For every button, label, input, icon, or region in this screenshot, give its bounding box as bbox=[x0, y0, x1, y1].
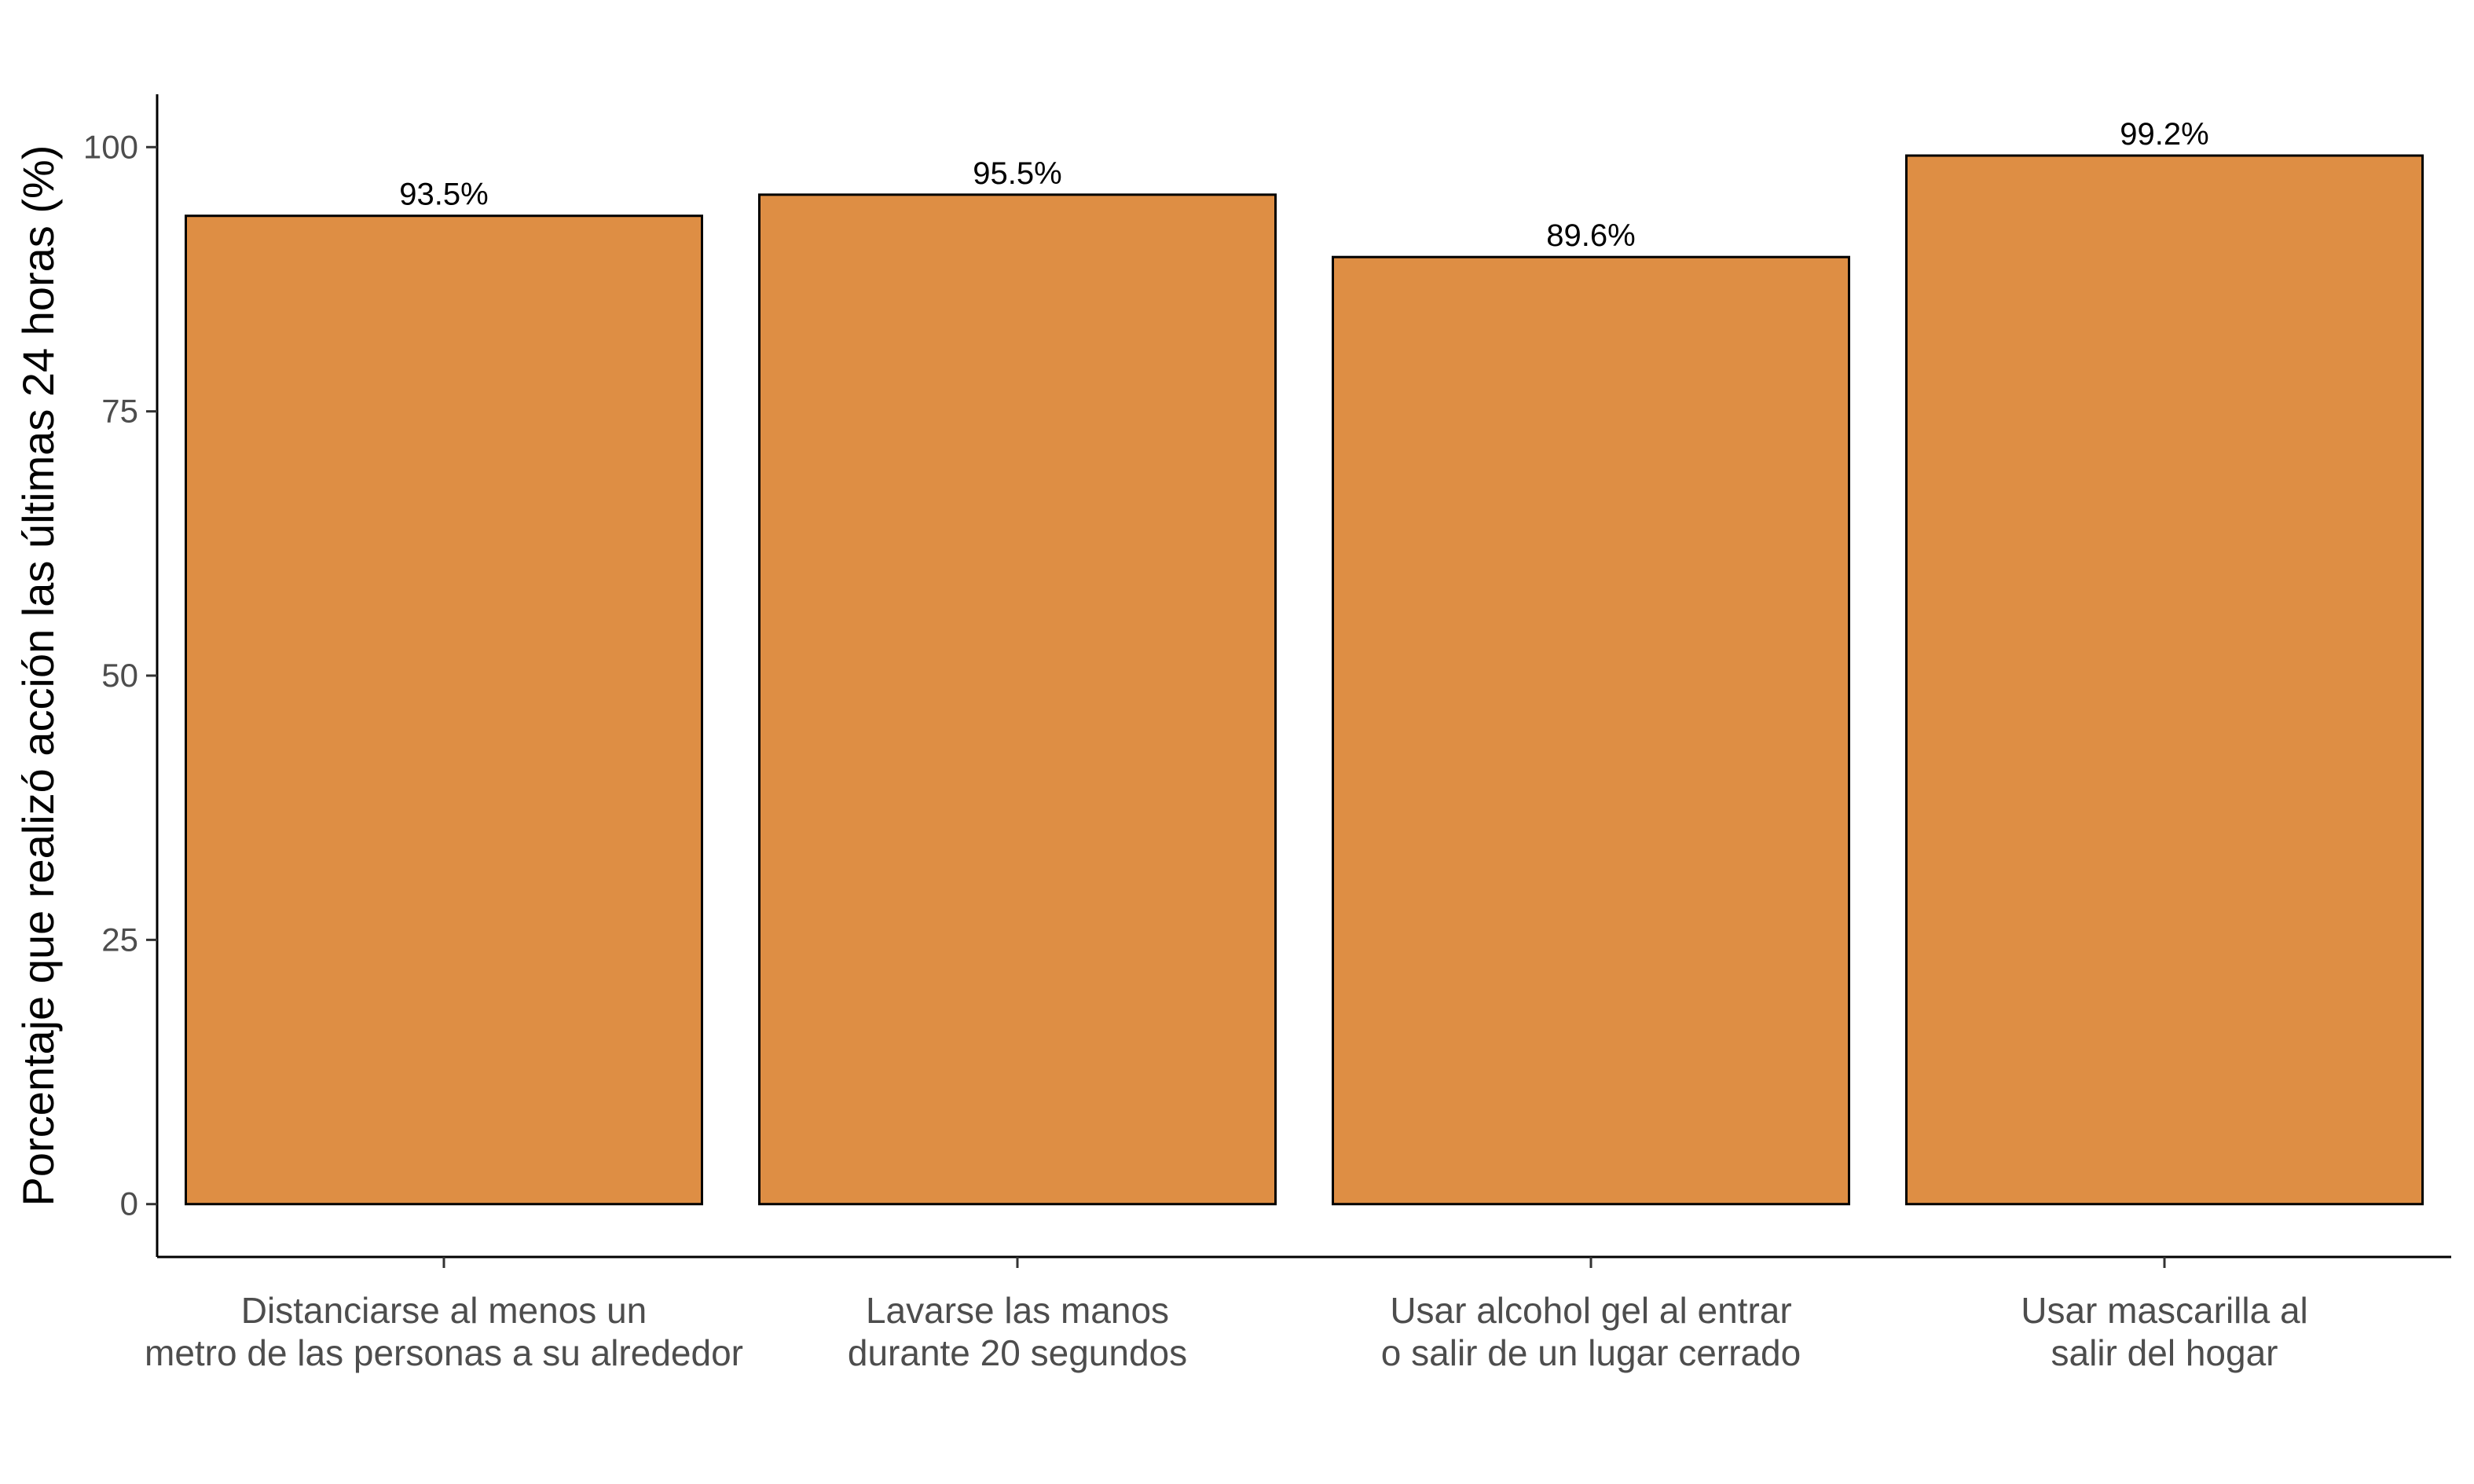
data-label: 95.5% bbox=[973, 156, 1061, 191]
bars-group bbox=[185, 154, 2424, 1206]
y-axis: 0 25 50 75 100 bbox=[83, 94, 159, 1257]
y-tick-label: 75 bbox=[101, 393, 138, 430]
bar bbox=[1905, 154, 2424, 1206]
y-axis-title: Porcentaje que realizó acción las última… bbox=[13, 145, 63, 1207]
y-tick-label: 100 bbox=[83, 128, 138, 165]
data-label: 93.5% bbox=[399, 178, 488, 212]
y-tick-label: 25 bbox=[101, 921, 138, 958]
bar bbox=[758, 193, 1277, 1206]
x-tick-label: Usar alcohol gel al entrar bbox=[1390, 1290, 1791, 1331]
x-tick-label: Lavarse las manos bbox=[866, 1290, 1169, 1331]
x-tick-label: salir del hogar bbox=[2051, 1332, 2278, 1373]
y-tick-label: 0 bbox=[120, 1185, 138, 1222]
y-tick-label: 50 bbox=[101, 657, 138, 694]
x-tick-label: Distanciarse al menos un bbox=[241, 1290, 647, 1331]
x-tick-label: o salir de un lugar cerrado bbox=[1381, 1332, 1801, 1373]
data-label: 99.2% bbox=[2120, 117, 2208, 152]
bar bbox=[185, 214, 703, 1206]
x-tick-label: metro de las personas a su alrededor bbox=[145, 1332, 743, 1373]
data-label: 89.6% bbox=[1546, 218, 1635, 253]
x-tick-label: Usar mascarilla al bbox=[2021, 1290, 2308, 1331]
data-labels-group: 93.5% 95.5% 89.6% 99.2% bbox=[399, 117, 2208, 253]
bar bbox=[1332, 255, 1850, 1206]
x-tick-label: durante 20 segundos bbox=[848, 1332, 1187, 1373]
